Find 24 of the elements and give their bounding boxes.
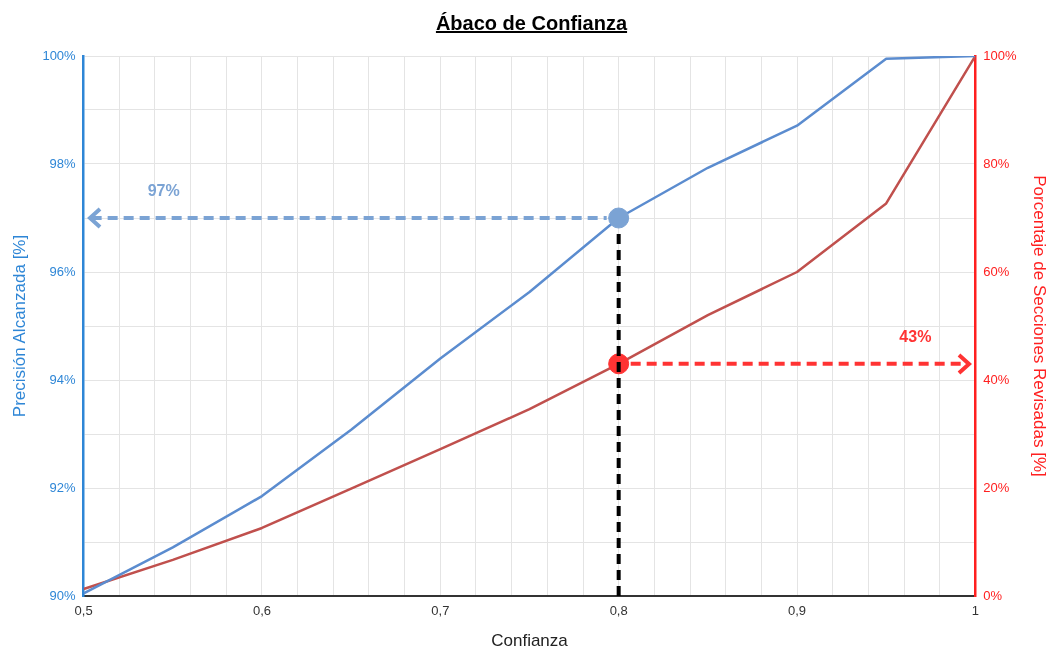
y2-axis-title: Porcentaje de Secciones Revisadas [%] xyxy=(1030,175,1050,477)
y-tick-label: 98% xyxy=(49,155,77,171)
y-tick-label: 94% xyxy=(49,371,77,387)
y-axis-title: Precisión Alcanzada [%] xyxy=(9,234,29,418)
y-tick-label: 100% xyxy=(42,47,77,63)
y-tick-label: 96% xyxy=(49,263,77,279)
x-tick-label: 0,8 xyxy=(609,603,628,619)
y2-tick-label: 40% xyxy=(983,371,1010,387)
y-tick-label: 92% xyxy=(49,479,77,495)
y2-tick-label: 0% xyxy=(983,587,1003,603)
ref-line-label: 43% xyxy=(899,328,932,346)
chart-title: Ábaco de Confianza xyxy=(434,11,629,36)
x-tick-label: 0,7 xyxy=(431,603,450,619)
x-tick-label: 1 xyxy=(971,603,979,619)
y2-tick-label: 60% xyxy=(983,263,1010,279)
y2-tick-label: 20% xyxy=(983,479,1010,495)
y-tick-label: 90% xyxy=(49,587,77,603)
y2-tick-label: 100% xyxy=(983,47,1018,63)
x-axis-title: Confianza xyxy=(491,631,569,651)
x-tick-label: 0,5 xyxy=(74,603,93,619)
x-tick-label: 0,9 xyxy=(787,603,807,619)
x-tick-label: 0,6 xyxy=(252,603,272,619)
ref-line-label: 97% xyxy=(147,182,180,200)
y2-tick-label: 80% xyxy=(983,155,1010,171)
